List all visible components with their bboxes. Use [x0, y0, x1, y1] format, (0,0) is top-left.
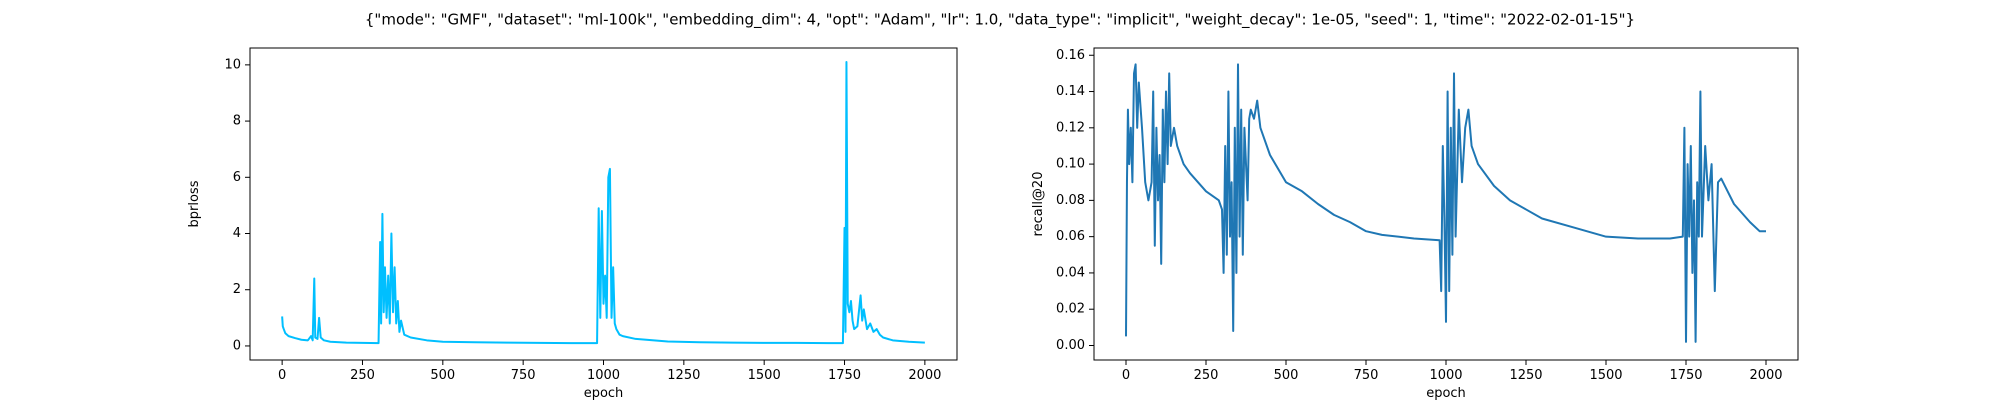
y-tick-label: 10 [224, 57, 241, 72]
y-tick-label: 0.14 [1056, 84, 1085, 99]
x-tick-label: 1250 [667, 368, 700, 383]
y-axis-label: bprloss [187, 180, 202, 227]
y-tick-label: 0.12 [1056, 120, 1085, 135]
y-tick-label: 2 [233, 282, 241, 297]
x-tick-label: 500 [1274, 368, 1299, 383]
x-tick-label: 2000 [1749, 368, 1782, 383]
figure-title: {"mode": "GMF", "dataset": "ml-100k", "e… [365, 11, 1635, 30]
y-tick-label: 0.00 [1056, 338, 1085, 353]
x-tick-label: 1750 [828, 368, 861, 383]
data-line [281, 61, 925, 345]
x-tick-label: 1000 [587, 368, 620, 383]
x-axis-label: epoch [584, 386, 624, 400]
x-tick-label: 750 [511, 368, 536, 383]
x-tick-label: 0 [1122, 368, 1130, 383]
y-tick-label: 0.04 [1056, 265, 1085, 280]
x-tick-label: 1750 [1669, 368, 1702, 383]
axes-frame [249, 47, 958, 361]
x-tick-label: 1000 [1429, 368, 1462, 383]
y-tick-label: 6 [233, 170, 241, 185]
x-tick-label: 2000 [908, 368, 941, 383]
y-tick-label: 0.10 [1056, 157, 1085, 172]
x-tick-label: 0 [278, 368, 286, 383]
x-tick-label: 1250 [1509, 368, 1542, 383]
y-axis-label: recall@20 [1031, 172, 1046, 237]
y-tick-label: 0.08 [1056, 193, 1085, 208]
y-tick-label: 8 [233, 114, 241, 129]
x-axis-label: epoch [1426, 386, 1466, 400]
axes-frame [1093, 47, 1799, 361]
y-tick-label: 0.02 [1056, 302, 1085, 317]
data-line [1125, 63, 1766, 343]
y-tick-label: 0 [233, 338, 241, 353]
y-tick-label: 0.16 [1056, 48, 1085, 63]
y-tick-label: 4 [233, 226, 241, 241]
y-tick-label: 0.06 [1056, 229, 1085, 244]
x-tick-label: 1500 [748, 368, 781, 383]
x-tick-label: 750 [1354, 368, 1379, 383]
x-tick-label: 1500 [1589, 368, 1622, 383]
x-tick-label: 500 [430, 368, 455, 383]
x-tick-label: 250 [350, 368, 375, 383]
x-tick-label: 250 [1194, 368, 1219, 383]
